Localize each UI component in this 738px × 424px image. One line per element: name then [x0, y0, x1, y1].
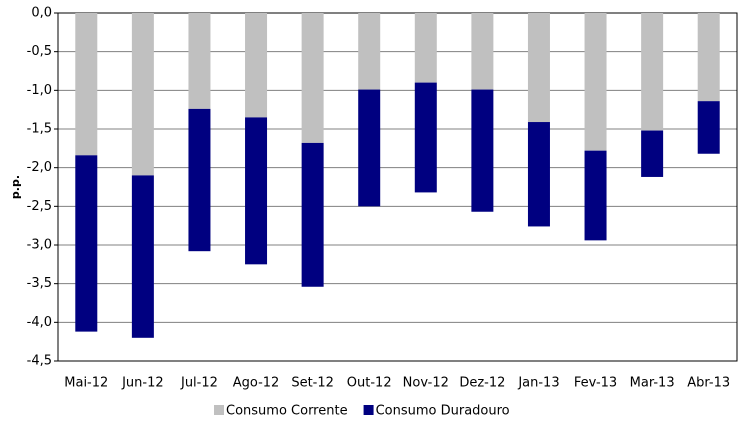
bar-segment	[75, 13, 98, 156]
y-tick-label: -3,5	[27, 276, 52, 291]
y-tick-label: -4,0	[27, 315, 52, 330]
x-tick-label: Jun-12	[121, 376, 164, 391]
x-tick-label: Set-12	[291, 376, 334, 391]
bar-segment	[414, 13, 437, 83]
bar-segment	[641, 13, 664, 131]
bar-segment	[641, 130, 664, 177]
y-tick-label: -2,5	[27, 199, 52, 214]
x-tick-label: Ago-12	[233, 376, 280, 391]
x-tick-label: Abr-13	[687, 376, 730, 391]
bar-segment	[131, 13, 154, 176]
legend-label: Consumo Duradouro	[376, 404, 510, 419]
legend-swatch	[363, 405, 374, 415]
bar-segment	[131, 175, 154, 338]
bar-segment	[245, 117, 268, 265]
bar-segment	[358, 13, 381, 90]
bar-segment	[188, 13, 211, 109]
y-tick-label: -4,5	[27, 354, 52, 369]
x-tick-label: Fev-13	[574, 376, 617, 391]
bar-segment	[697, 13, 720, 102]
bar-segment	[584, 150, 607, 241]
x-tick-label: Out-12	[347, 376, 392, 391]
bar-segment	[471, 13, 494, 90]
y-tick-label: -1,5	[27, 122, 52, 137]
y-tick-label: -3,0	[27, 238, 52, 253]
y-tick-label: -2,0	[27, 160, 52, 175]
x-tick-label: Dez-12	[459, 376, 505, 391]
y-tick-label: 0,0	[31, 6, 52, 21]
bar-segment	[358, 89, 381, 207]
x-tick-label: Nov-12	[403, 376, 449, 391]
bar-segment	[697, 101, 720, 154]
plot-frame	[57, 12, 738, 362]
bar-segment	[584, 13, 607, 151]
bar-segment	[471, 89, 494, 212]
bar-segment	[188, 108, 211, 252]
y-axis-label: p.p.	[9, 175, 22, 199]
bar-segment	[527, 122, 550, 227]
legend-swatch	[214, 405, 224, 415]
x-tick-label: Mar-13	[630, 376, 675, 391]
bar-segment	[527, 13, 550, 123]
bar-segment	[75, 155, 98, 332]
bar-segment	[245, 13, 268, 118]
x-tick-label: Jan-13	[517, 376, 559, 391]
y-tick-label: -0,5	[27, 44, 52, 59]
bar-segment	[301, 13, 324, 143]
bar-segment	[301, 142, 324, 287]
bar-segment	[414, 82, 437, 193]
x-tick-label: Mai-12	[64, 376, 108, 391]
x-tick-label: Jul-12	[180, 376, 218, 391]
y-tick-label: -1,0	[27, 83, 52, 98]
legend-label: Consumo Corrente	[226, 404, 348, 419]
